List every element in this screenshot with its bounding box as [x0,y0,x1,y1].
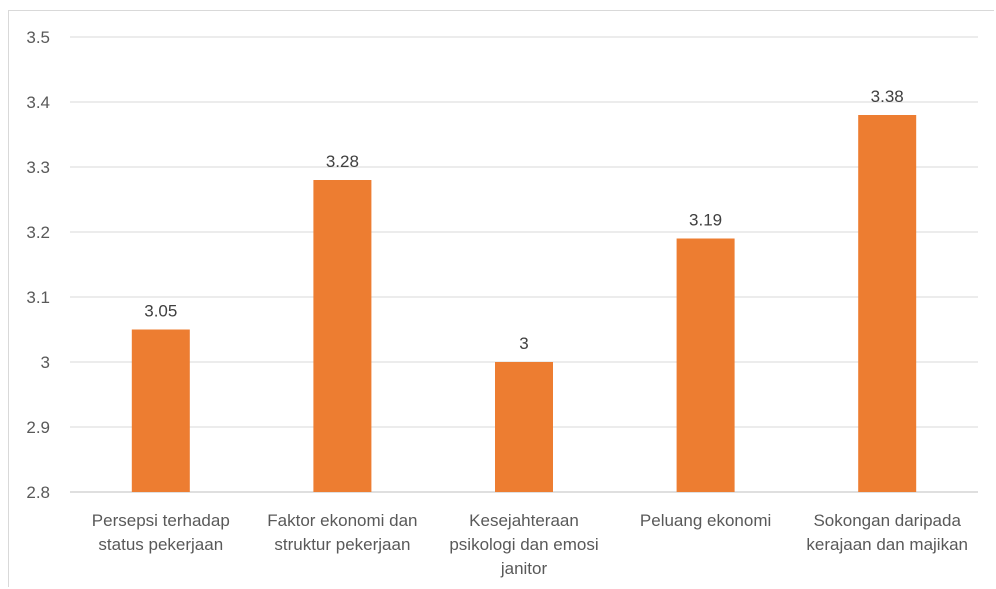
bar-0 [131,329,190,492]
bars [131,115,917,492]
category-label-line: Faktor ekonomi dan [267,511,417,530]
chart-frame [8,10,994,587]
category-label-line: Peluang ekonomi [640,511,771,530]
data-label-2: 3 [519,334,528,353]
data-label-4: 3.38 [871,87,904,106]
category-label-3: Peluang ekonomi [640,511,771,530]
category-label-line: Persepsi terhadap [92,511,230,530]
y-tick-label: 3 [41,353,50,372]
y-tick-label: 3.5 [26,28,50,47]
data-labels: 3.05 3.28 3 3.19 3.38 [144,87,903,353]
y-tick-label: 2.9 [26,418,50,437]
x-axis-categories: Persepsi terhadap status pekerjaan Faktor … [92,511,968,578]
category-label-2: Kesejahteraan psikologi dan emosi janitor [449,511,598,578]
category-label-line: psikologi dan emosi [449,535,598,554]
category-label-4: Sokongan daripada kerajaan dan majikan [806,511,968,554]
category-label-line: Sokongan daripada [813,511,961,530]
bar-3 [676,238,735,492]
category-label-1: Faktor ekonomi dan struktur pekerjaan [267,511,417,554]
data-label-3: 3.19 [689,211,722,230]
y-tick-label: 3.2 [26,223,50,242]
category-label-line: Kesejahteraan [469,511,579,530]
y-tick-label: 3.3 [26,158,50,177]
y-tick-label: 3.1 [26,288,50,307]
category-label-line: struktur pekerjaan [274,535,410,554]
y-axis-ticks: 2.8 2.9 3 3.1 3.2 3.3 3.4 3.5 [26,28,50,502]
category-label-line: janitor [500,559,548,578]
data-label-0: 3.05 [144,302,177,321]
bar-1 [313,180,372,492]
bar-4 [858,115,917,492]
bar-2 [495,362,553,492]
data-label-1: 3.28 [326,152,359,171]
category-label-0: Persepsi terhadap status pekerjaan [92,511,230,554]
category-label-line: kerajaan dan majikan [806,535,968,554]
category-label-line: status pekerjaan [98,535,223,554]
y-tick-label: 3.4 [26,93,50,112]
y-tick-label: 2.8 [26,483,50,502]
